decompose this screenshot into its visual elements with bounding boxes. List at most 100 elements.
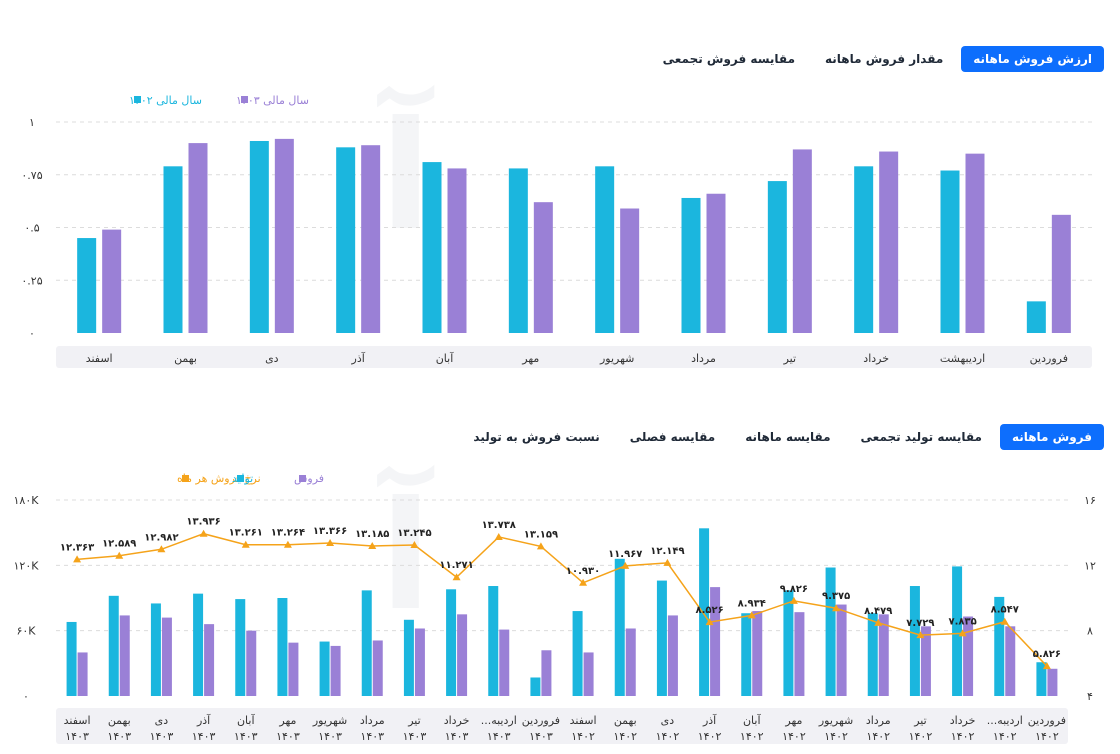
chart2-bar-production[interactable] bbox=[783, 590, 794, 696]
chart2-rate-point[interactable] bbox=[410, 540, 419, 548]
chart2-bar-sales[interactable] bbox=[878, 614, 889, 696]
chart2-bar-production[interactable] bbox=[193, 593, 204, 696]
chart2-rate-point[interactable] bbox=[157, 545, 166, 553]
chart2-bar-production[interactable] bbox=[277, 598, 288, 696]
chart2-bar-production[interactable] bbox=[488, 586, 499, 696]
chart2-rate-point[interactable] bbox=[494, 532, 503, 540]
chart2-rate-point[interactable] bbox=[452, 573, 461, 581]
chart1-bar-1403[interactable] bbox=[1051, 214, 1071, 333]
chart1-bar-1402[interactable] bbox=[508, 168, 528, 333]
chart2-rate-point[interactable] bbox=[789, 596, 798, 604]
chart2-bar-sales[interactable] bbox=[77, 652, 88, 696]
chart2-bar-sales[interactable] bbox=[920, 626, 931, 696]
chart1-bar-1402[interactable] bbox=[854, 166, 874, 333]
chart2-bar-sales[interactable] bbox=[794, 612, 805, 696]
chart2-rate-point[interactable] bbox=[536, 542, 545, 550]
chart2-bar-sales[interactable] bbox=[161, 617, 172, 696]
chart2-bar-production[interactable] bbox=[572, 611, 583, 696]
chart2-bar-sales[interactable] bbox=[836, 604, 847, 696]
chart1-bar-1403[interactable] bbox=[879, 151, 899, 333]
chart2-bar-production[interactable] bbox=[909, 586, 920, 696]
chart2-bar-production[interactable] bbox=[867, 613, 878, 696]
chart2-bar-production[interactable] bbox=[1036, 662, 1047, 696]
tab-monthly-sales-value[interactable]: ارزش فروش ماهانه bbox=[961, 46, 1104, 72]
chart2-rate-point[interactable] bbox=[705, 618, 714, 626]
chart2-rate-point[interactable] bbox=[663, 558, 672, 566]
tab-monthly-comparison[interactable]: مقایسه ماهانه bbox=[733, 424, 842, 450]
chart2-rate-point[interactable] bbox=[579, 578, 588, 586]
chart2-bar-sales[interactable] bbox=[330, 645, 341, 696]
chart1-bar-1402[interactable] bbox=[77, 238, 97, 333]
chart2-bar-production[interactable] bbox=[614, 558, 625, 696]
chart2-bar-sales[interactable] bbox=[288, 642, 299, 696]
chart2-bar-production[interactable] bbox=[530, 677, 541, 696]
chart2-bar-sales[interactable] bbox=[204, 624, 215, 696]
chart1-bar-1403[interactable] bbox=[706, 193, 726, 333]
chart2-bar-production[interactable] bbox=[952, 566, 963, 696]
chart1-bar-1403[interactable] bbox=[792, 149, 812, 333]
chart2-bar-sales[interactable] bbox=[1005, 626, 1016, 696]
chart2-bar-production[interactable] bbox=[66, 621, 77, 696]
chart1-bar-1402[interactable] bbox=[681, 197, 701, 333]
chart1-bar-1402[interactable] bbox=[336, 147, 356, 333]
chart2-bar-sales[interactable] bbox=[414, 628, 425, 696]
chart2-bar-production[interactable] bbox=[235, 599, 246, 696]
chart2-rate-point[interactable] bbox=[283, 540, 292, 548]
chart2-bar-sales[interactable] bbox=[625, 628, 636, 696]
chart2-bar-sales[interactable] bbox=[963, 616, 974, 696]
chart1-bar-1402[interactable] bbox=[595, 166, 615, 333]
tab-monthly-sales[interactable]: فروش ماهانه bbox=[999, 424, 1104, 450]
chart2-rate-point[interactable] bbox=[241, 540, 250, 548]
chart2-bar-production[interactable] bbox=[403, 619, 414, 696]
chart2-bar-production[interactable] bbox=[699, 528, 710, 696]
tab-cumulative-production-comparison[interactable]: مقایسه تولید تجمعی bbox=[849, 424, 994, 450]
chart2-bar-production[interactable] bbox=[446, 589, 457, 696]
chart1-bar-1403[interactable] bbox=[533, 202, 553, 333]
chart2-bar-production[interactable] bbox=[994, 596, 1005, 696]
chart2-bar-production[interactable] bbox=[825, 567, 836, 696]
chart1-bar-1402[interactable] bbox=[1026, 301, 1046, 333]
chart2-bar-production[interactable] bbox=[319, 641, 330, 696]
chart2-bar-sales[interactable] bbox=[752, 611, 763, 696]
chart2-bar-production[interactable] bbox=[108, 595, 119, 696]
chart2-rate-point[interactable] bbox=[1042, 662, 1051, 670]
chart2-bar-sales[interactable] bbox=[541, 650, 552, 696]
chart2-rate-point[interactable] bbox=[73, 555, 82, 563]
chart1-bar-1402[interactable] bbox=[422, 162, 442, 333]
chart2-rate-point[interactable] bbox=[916, 631, 925, 639]
chart2-bar-production[interactable] bbox=[741, 613, 752, 696]
chart2-bar-sales[interactable] bbox=[667, 615, 678, 696]
chart1-bar-1403[interactable] bbox=[361, 145, 381, 333]
chart2-bar-production[interactable] bbox=[150, 603, 161, 696]
chart2-rate-point[interactable] bbox=[874, 618, 883, 626]
chart2-bar-production[interactable] bbox=[656, 580, 667, 696]
tab-cumulative-sales-comparison[interactable]: مقایسه فروش تجمعی bbox=[651, 46, 807, 72]
chart1-bar-1403[interactable] bbox=[274, 138, 294, 333]
chart2-bar-sales[interactable] bbox=[246, 630, 257, 696]
chart2-rate-point[interactable] bbox=[326, 539, 335, 547]
chart1-bar-1402[interactable] bbox=[767, 181, 787, 333]
chart1-bar-1402[interactable] bbox=[940, 170, 960, 333]
chart2-rate-point[interactable] bbox=[747, 611, 756, 619]
chart1-bar-1403[interactable] bbox=[620, 208, 640, 333]
chart2-bar-sales[interactable] bbox=[457, 614, 468, 696]
chart2-bar-sales[interactable] bbox=[499, 629, 510, 696]
chart2-rate-point[interactable] bbox=[958, 629, 967, 637]
chart2-bar-sales[interactable] bbox=[710, 587, 721, 696]
tab-sales-to-production-ratio[interactable]: نسبت فروش به تولید bbox=[461, 424, 611, 450]
chart2-bar-production[interactable] bbox=[361, 590, 372, 696]
chart1-bar-1403[interactable] bbox=[965, 153, 985, 333]
chart1-bar-1403[interactable] bbox=[102, 229, 122, 333]
chart1-bar-1403[interactable] bbox=[188, 143, 208, 333]
tab-seasonal-comparison[interactable]: مقایسه فصلی bbox=[618, 424, 727, 450]
chart2-bar-sales[interactable] bbox=[1047, 668, 1058, 696]
chart1-bar-1403[interactable] bbox=[447, 168, 467, 333]
chart2-rate-point[interactable] bbox=[199, 529, 208, 537]
chart2-bar-sales[interactable] bbox=[119, 615, 130, 696]
chart1-bar-1402[interactable] bbox=[249, 140, 269, 333]
chart1-bar-1402[interactable] bbox=[163, 166, 183, 333]
chart2-bar-sales[interactable] bbox=[583, 652, 594, 696]
chart2-rate-point[interactable] bbox=[621, 561, 630, 569]
chart2-rate-point[interactable] bbox=[1000, 617, 1009, 625]
chart2-rate-point[interactable] bbox=[832, 604, 841, 612]
